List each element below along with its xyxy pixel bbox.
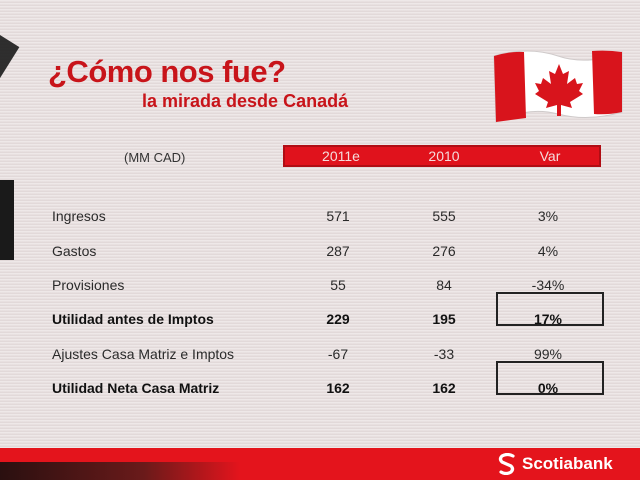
row-label-ajustes: Ajustes Casa Matriz e Imptos [52, 346, 235, 362]
row-label-gastos: Gastos [52, 243, 97, 259]
row-label-ingresos: Ingresos [52, 208, 106, 224]
slide-title: ¿Cómo nos fue? [48, 54, 286, 89]
header-2011e: 2011e [322, 148, 360, 164]
canada-flag-icon [493, 50, 623, 123]
brand-logo: Scotiabank [498, 452, 613, 476]
cell-2011e: 571 [326, 208, 350, 224]
cell-var: 4% [537, 243, 559, 259]
row-label-utilidad-antes-imptos: Utilidad antes de Imptos [52, 311, 214, 327]
cell-var: -34% [531, 277, 565, 293]
cell-2010: 555 [432, 208, 456, 224]
cell-2011e: 162 [326, 380, 350, 396]
cell-var: 99% [533, 346, 563, 362]
cell-2010: -33 [433, 346, 455, 362]
cell-2010: 84 [436, 277, 452, 293]
cell-2010: 276 [432, 243, 456, 259]
cell-2010: 162 [432, 380, 456, 396]
decorative-block [0, 180, 14, 260]
cell-var: 17% [533, 311, 563, 327]
table-header-bar [283, 145, 601, 167]
row-label-provisiones: Provisiones [52, 277, 125, 293]
unit-label: (MM CAD) [124, 150, 186, 165]
highlight-box [496, 361, 604, 395]
footer-shadow [0, 462, 240, 480]
slide-subtitle: la mirada desde Canadá [142, 91, 349, 111]
cell-2010: 195 [432, 311, 456, 327]
header-var: Var [539, 148, 561, 164]
scotiabank-logo-icon [498, 453, 515, 475]
cell-2011e: 229 [326, 311, 350, 327]
cell-2011e: -67 [327, 346, 349, 362]
cell-var: 0% [537, 380, 559, 396]
cell-var: 3% [537, 208, 559, 224]
header-2010: 2010 [428, 148, 460, 164]
brand-name: Scotiabank [522, 454, 613, 473]
row-label-utilidad-neta: Utilidad Neta Casa Matriz [52, 380, 220, 396]
cell-2011e: 287 [326, 243, 350, 259]
cell-2011e: 55 [330, 277, 346, 293]
highlight-box [496, 292, 604, 326]
